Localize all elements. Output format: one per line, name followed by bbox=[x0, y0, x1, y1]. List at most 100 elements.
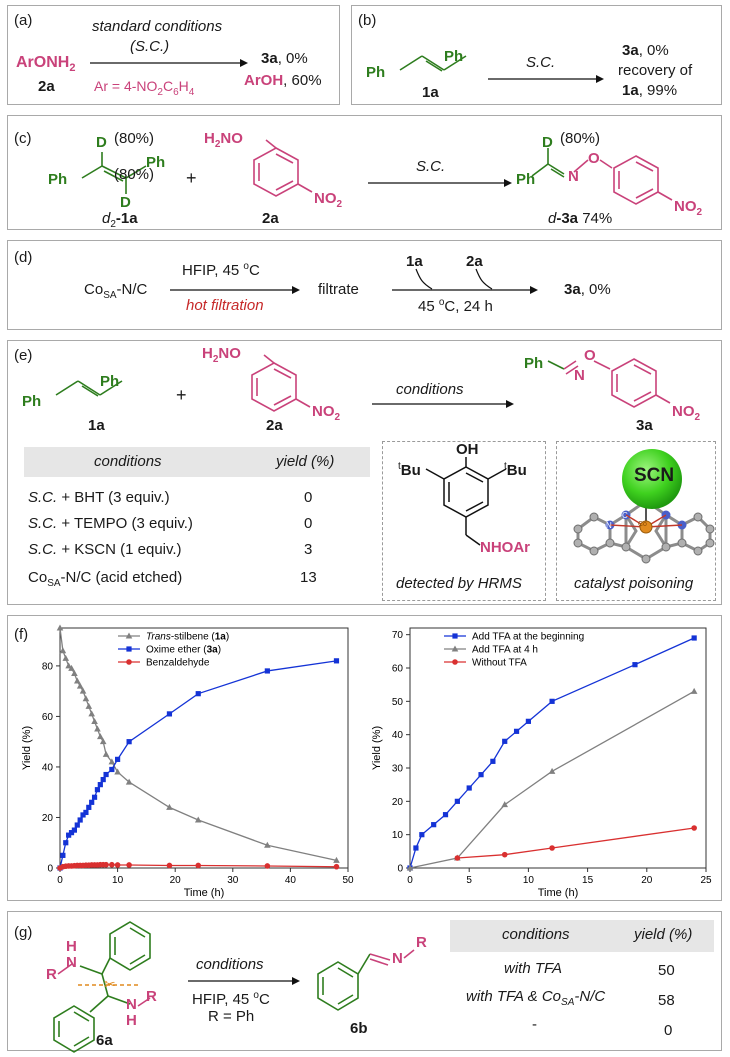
product: 3a, 0% bbox=[564, 281, 611, 298]
yield-value: 3 bbox=[304, 541, 313, 558]
x-tick-label: 10 bbox=[523, 875, 535, 886]
row1-condition: with TFA bbox=[504, 960, 563, 977]
arrow-label-bottom: hot filtration bbox=[186, 297, 264, 314]
data-point bbox=[74, 822, 80, 828]
amine-n-1: N bbox=[66, 954, 77, 971]
x-axis-label: Time (h) bbox=[538, 887, 579, 899]
d-bottom: D bbox=[120, 194, 131, 211]
data-point bbox=[115, 756, 121, 762]
y-tick-label: 0 bbox=[47, 864, 53, 875]
data-point bbox=[97, 782, 103, 788]
data-point bbox=[691, 635, 697, 641]
amine-group: H2NO bbox=[202, 345, 241, 365]
data-point bbox=[66, 832, 72, 838]
plot-frame bbox=[409, 627, 707, 869]
x-tick-label: 30 bbox=[227, 875, 239, 886]
data-point bbox=[76, 682, 84, 689]
data-point bbox=[549, 698, 555, 704]
y-tick-label: 20 bbox=[42, 813, 54, 824]
panel-d-label: (d) bbox=[14, 249, 33, 266]
reactant-id: d2-1a bbox=[102, 210, 138, 230]
series-0 bbox=[407, 635, 697, 871]
ph-right: Ph bbox=[146, 154, 166, 171]
data-point bbox=[419, 832, 425, 838]
data-point bbox=[83, 809, 89, 816]
panel-e: (e) Ph Ph 1a + H2NO NO2 2a conditions Ph… bbox=[7, 340, 722, 605]
series-2 bbox=[57, 861, 340, 871]
row2-yield: 58 bbox=[658, 992, 675, 1009]
data-point bbox=[100, 776, 106, 783]
reaction-arrow-1 bbox=[170, 286, 300, 294]
legend-item: Trans-stilbene (1a) bbox=[118, 632, 229, 643]
data-point bbox=[94, 787, 101, 793]
product-ph: Ph bbox=[524, 355, 544, 372]
product-ph: Ph bbox=[516, 171, 536, 188]
data-point bbox=[80, 812, 86, 818]
arrow-label-top: conditions bbox=[396, 381, 464, 398]
y-tick-label: 60 bbox=[392, 664, 404, 675]
data-point bbox=[126, 739, 132, 745]
row1-yield: 50 bbox=[658, 962, 675, 979]
product-o: O bbox=[588, 150, 600, 167]
data-point bbox=[406, 864, 414, 871]
ph-left: Ph bbox=[366, 64, 386, 81]
panel-b-label: (b) bbox=[358, 12, 377, 29]
series-1 bbox=[406, 687, 698, 871]
legend-marker bbox=[451, 645, 459, 652]
nitro-group: NO2 bbox=[314, 190, 343, 210]
scn-label: SCN bbox=[634, 465, 675, 486]
product-n: N bbox=[392, 950, 403, 967]
data-point bbox=[89, 799, 95, 805]
legend-label: Without TFA bbox=[472, 658, 527, 669]
panel-e-label: (e) bbox=[14, 347, 33, 364]
data-point bbox=[79, 687, 87, 694]
add-2a: 2a bbox=[466, 253, 483, 270]
data-point bbox=[166, 803, 173, 810]
reactant-id: 1a bbox=[422, 84, 439, 101]
y-tick-label: 0 bbox=[397, 864, 403, 875]
panel-a-label: (a) bbox=[14, 12, 33, 29]
y-tick-label: 50 bbox=[392, 697, 404, 708]
x-tick-label: 50 bbox=[342, 875, 354, 886]
amine-h-2: H bbox=[126, 1012, 137, 1029]
data-point bbox=[264, 863, 271, 869]
x-tick-label: 0 bbox=[57, 875, 63, 886]
r-group-2: R bbox=[146, 988, 157, 1005]
panel-f-label: (f) bbox=[14, 626, 29, 643]
reactant-id: 6a bbox=[96, 1032, 113, 1049]
y-tick-label: 40 bbox=[392, 730, 404, 741]
data-point bbox=[333, 863, 340, 870]
data-point bbox=[690, 687, 698, 694]
product-nitro: NO2 bbox=[672, 403, 701, 423]
legend-marker bbox=[126, 646, 132, 652]
scn-co-atom: Co bbox=[638, 521, 647, 528]
reaction-arrow bbox=[188, 977, 300, 985]
data-point bbox=[166, 711, 173, 717]
legend-marker bbox=[126, 659, 132, 665]
data-point bbox=[125, 778, 133, 785]
d-bottom-pct: (80%) bbox=[114, 166, 155, 183]
x-tick-label: 15 bbox=[582, 875, 594, 886]
panel-c-label: (c) bbox=[14, 130, 32, 147]
arrow-label-top: S.C. bbox=[416, 158, 446, 175]
oxime-ether-structure bbox=[547, 358, 671, 408]
product-r: R bbox=[416, 934, 427, 951]
yield-time-chart-right: 0 5 10 15 20 25 0 10 20 30 40 50 60 70 Time (h) Yield (… bbox=[371, 627, 712, 899]
deuterated-stilbene-structure bbox=[81, 152, 147, 194]
arrow-label-top: standard conditions bbox=[92, 18, 223, 35]
scn-poisoning-box bbox=[556, 441, 716, 601]
panel-d: (d) CoSA-N/C HFIP, 45 oC hot filtration … bbox=[7, 240, 722, 330]
row2-condition: with TFA & CoSA-N/C bbox=[466, 988, 606, 1008]
data-point bbox=[691, 825, 697, 831]
data-point bbox=[63, 840, 69, 846]
panel-f: (f) 0 10 20 30 40 50 0 20 40 60 80 Time (h) Yield (%… bbox=[7, 615, 722, 901]
data-point bbox=[99, 738, 107, 745]
data-point bbox=[109, 861, 115, 868]
legend-marker bbox=[125, 632, 133, 639]
data-point bbox=[62, 654, 70, 661]
data-point bbox=[59, 647, 67, 654]
data-point bbox=[73, 677, 81, 684]
data-point bbox=[86, 804, 92, 810]
y-tick-label: 10 bbox=[392, 830, 404, 841]
data-point bbox=[454, 855, 461, 861]
